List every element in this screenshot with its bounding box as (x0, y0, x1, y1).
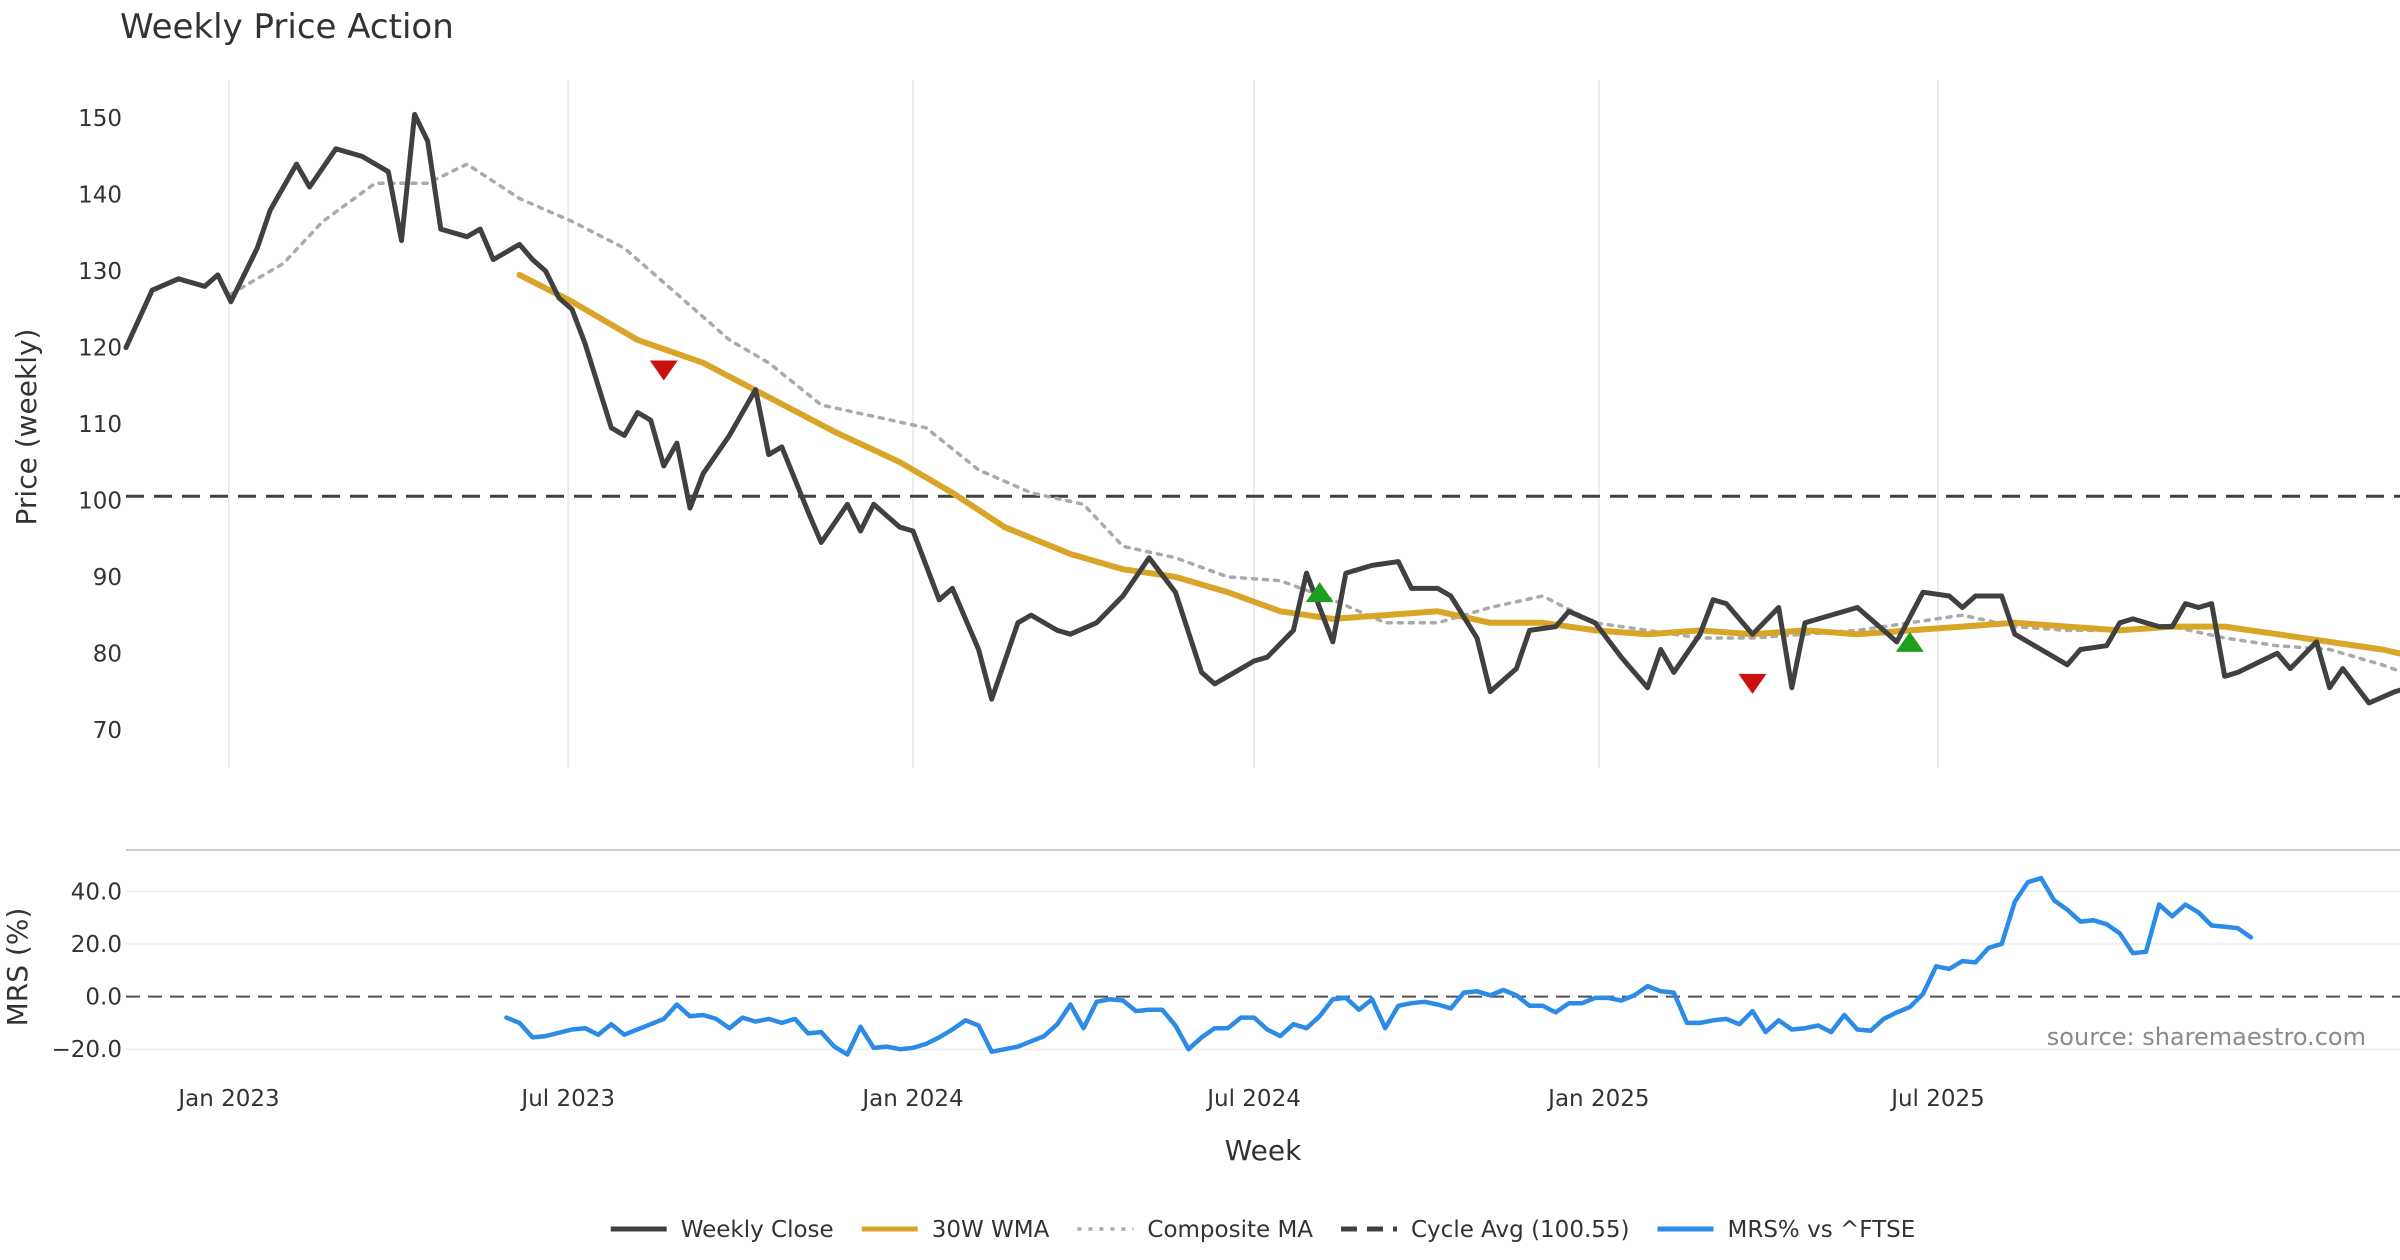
buy-signal-marker (1305, 582, 1334, 603)
legend-label: Cycle Avg (100.55) (1411, 1217, 1630, 1243)
mrs-y-tick-label: −20.0 (52, 1037, 122, 1063)
legend-item: Cycle Avg (100.55) (1341, 1217, 1630, 1243)
x-tick-label: Jul 2023 (519, 1086, 615, 1112)
signal-markers (649, 360, 1924, 694)
x-axis-label: Week (1225, 1134, 1302, 1167)
x-tick-label: Jul 2024 (1205, 1086, 1301, 1112)
mrs-y-ticks: −20.0 0.0 20.0 40.0 (52, 879, 122, 1063)
x-tick-label: Jan 2024 (860, 1086, 963, 1112)
legend-item: Composite MA (1077, 1217, 1313, 1243)
legend-label: 30W WMA (932, 1217, 1050, 1243)
sell-signal-marker (1738, 673, 1767, 694)
price-y-tick-label: 100 (78, 488, 122, 514)
sell-signal-marker (649, 360, 678, 381)
price-y-tick-label: 130 (78, 259, 122, 285)
x-tick-label: Jan 2023 (176, 1086, 279, 1112)
legend: Weekly Close 30W WMA Composite MA Cycle Avg… (610, 1217, 1916, 1243)
buy-signal-marker (1895, 631, 1924, 652)
price-series (123, 111, 2400, 706)
source-label: source: sharemaestro.com (2047, 1023, 2366, 1051)
price-y-axis-label: Price (weekly) (10, 329, 43, 526)
chart-title: Weekly Price Action (120, 7, 454, 47)
price-y-ticks: 70 80 90 100 110 120 130 140 150 (78, 106, 122, 744)
weekly-close-line (123, 111, 2400, 706)
mrs-y-tick-label: 40.0 (71, 879, 122, 905)
legend-label: Weekly Close (681, 1217, 834, 1243)
price-y-tick-label: 150 (78, 106, 122, 132)
price-y-tick-label: 70 (93, 718, 122, 744)
price-y-tick-label: 120 (78, 336, 122, 362)
legend-label: MRS% vs ^FTSE (1728, 1217, 1916, 1243)
price-y-tick-label: 110 (78, 412, 122, 438)
price-panel: 70 80 90 100 110 120 130 140 150 Price (weekly) (10, 80, 2400, 768)
mrs-y-axis-label: MRS (%) (1, 908, 34, 1027)
composite-ma-line (229, 162, 2400, 674)
legend-item: Weekly Close (610, 1217, 834, 1243)
mrs-y-tick-label: 0.0 (85, 985, 122, 1011)
mrs-series (504, 875, 2254, 1057)
mrs-panel: −20.0 0.0 20.0 40.0 MRS (%) source: sharema… (1, 875, 2400, 1063)
legend-item: MRS% vs ^FTSE (1657, 1217, 1916, 1243)
x-tick-label: Jul 2025 (1889, 1086, 1985, 1112)
x-tick-label: Jan 2025 (1546, 1086, 1649, 1112)
30w-wma-line (516, 271, 2400, 657)
legend-item: 30W WMA (861, 1217, 1050, 1243)
mrs-line (504, 875, 2254, 1057)
legend-label: Composite MA (1147, 1217, 1313, 1243)
price-y-tick-label: 90 (93, 565, 122, 591)
price-y-tick-label: 80 (93, 641, 122, 667)
x-axis-ticks: Jan 2023 Jul 2023 Jan 2024 Jul 2024 Jan 2025… (176, 1086, 1984, 1112)
price-y-tick-label: 140 (78, 183, 122, 209)
mrs-y-tick-label: 20.0 (71, 932, 122, 958)
